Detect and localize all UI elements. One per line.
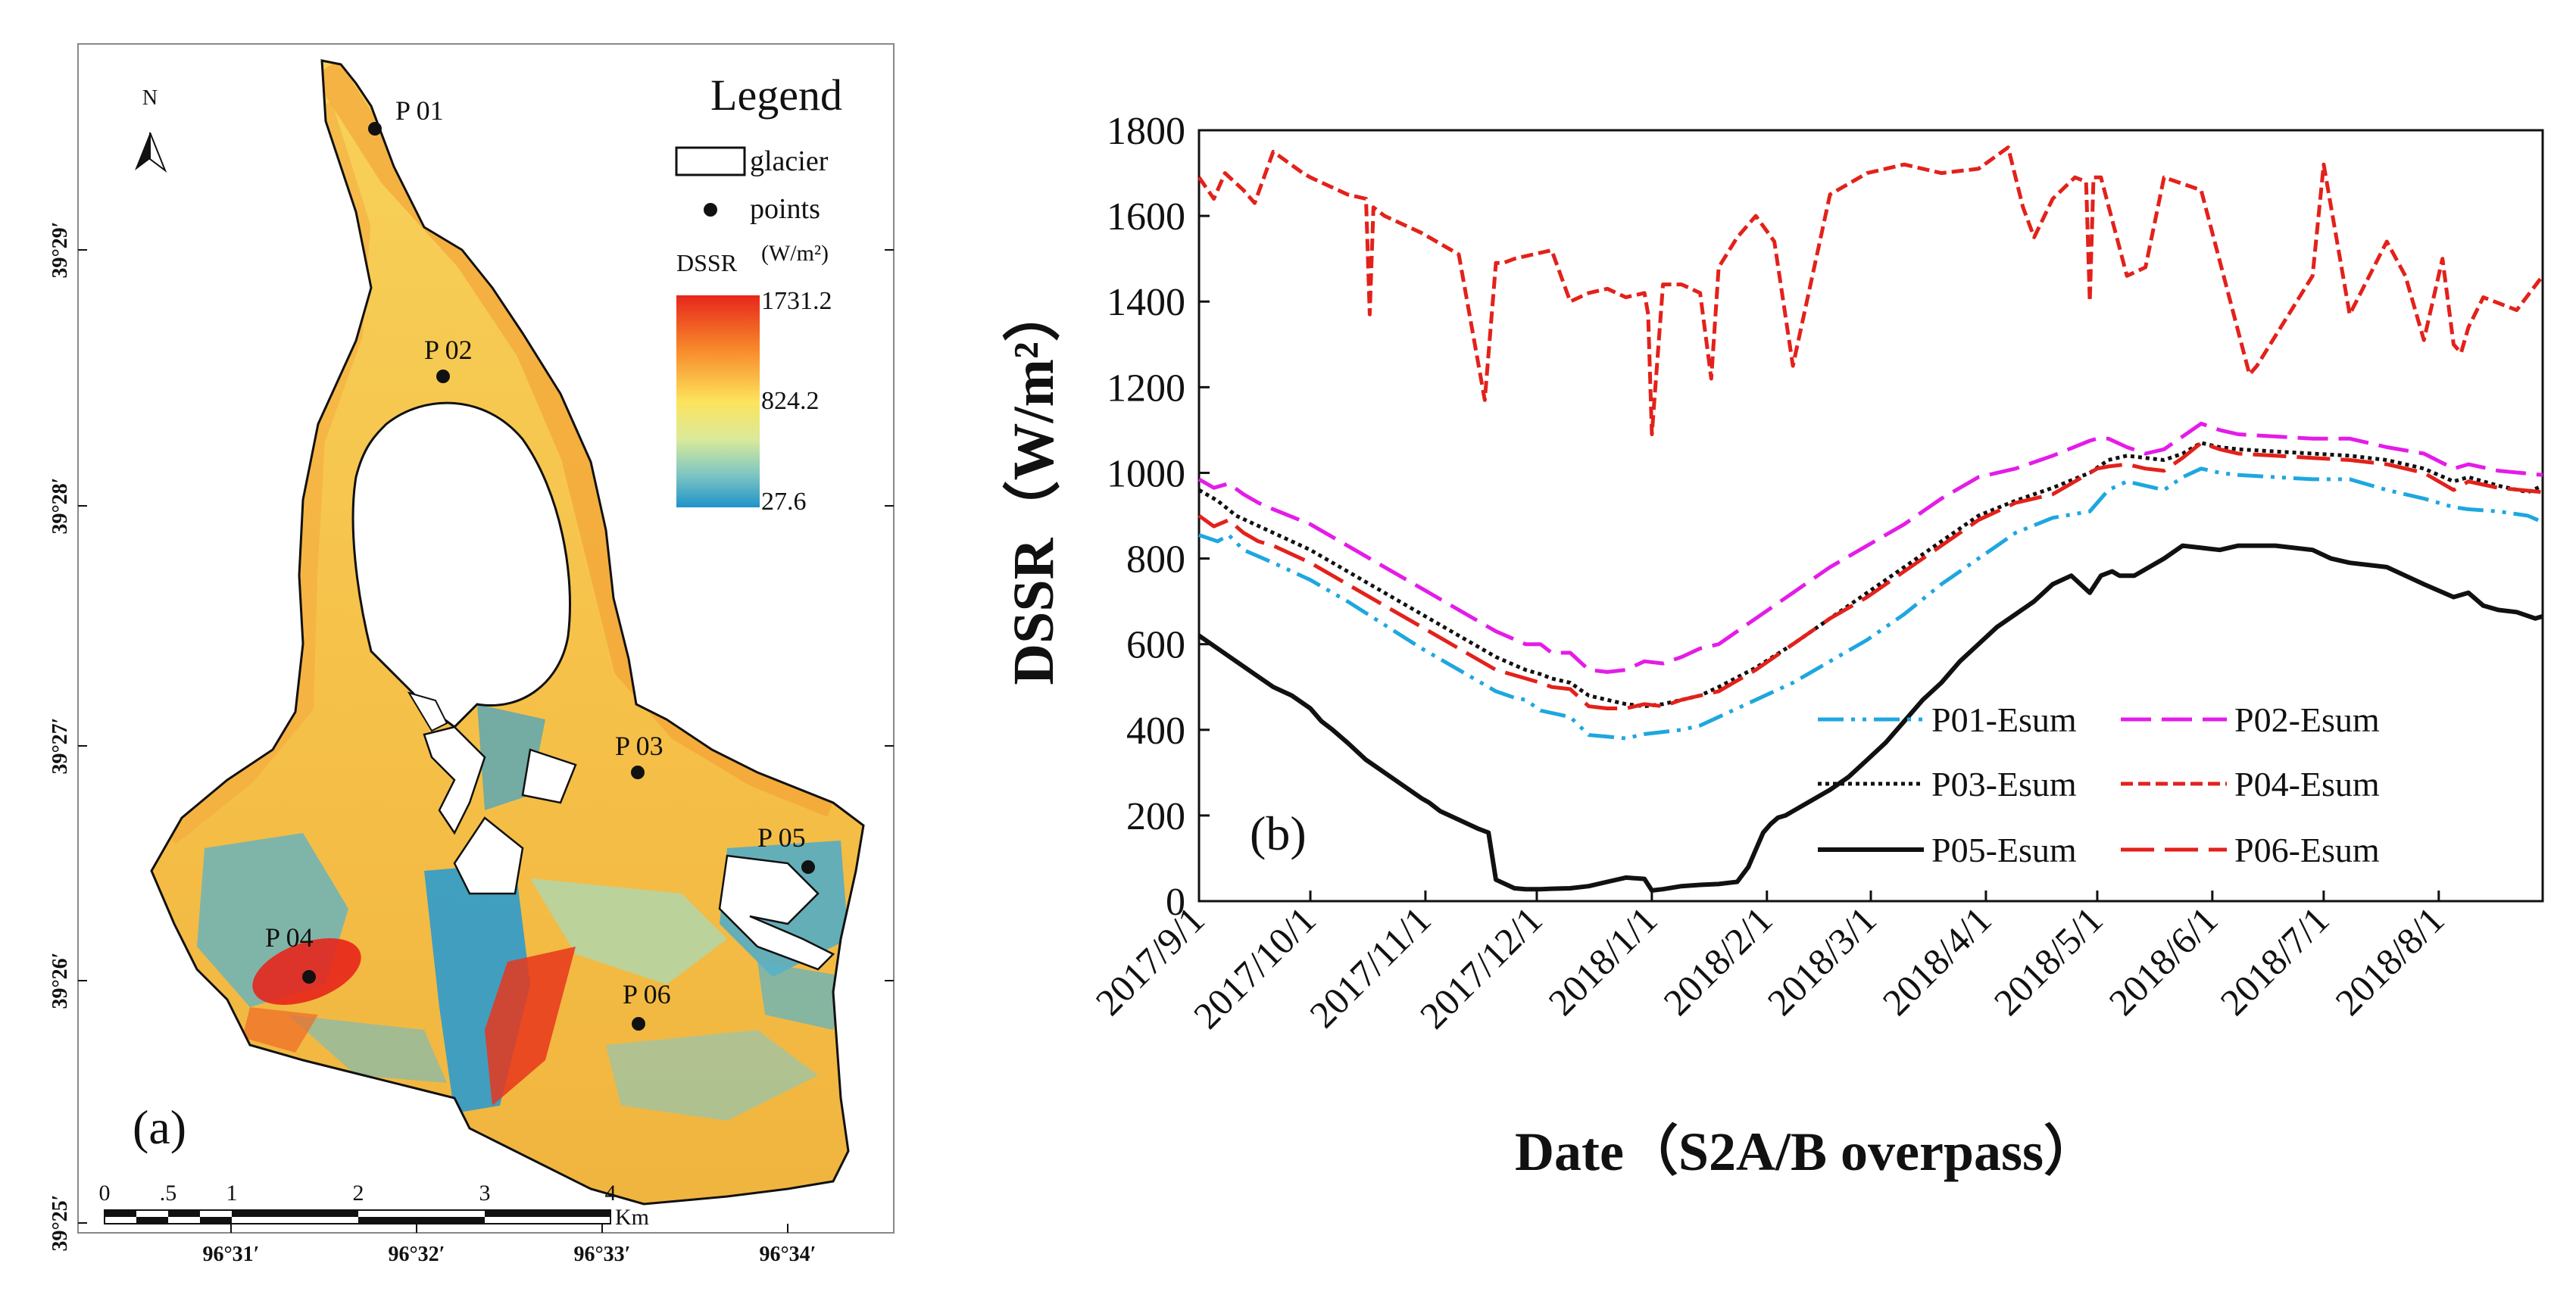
lon-tick-4: 96°34′ — [759, 1243, 816, 1266]
legend-unit-label: (W/m²) — [761, 241, 829, 266]
legend-mid-value: 824.2 — [761, 387, 820, 415]
y-tick-label-200: 200 — [1126, 795, 1185, 838]
glacier-hole-6 — [407, 691, 448, 732]
scale-label-3: 3 — [479, 1181, 491, 1206]
point-p04-label: P 04 — [265, 922, 314, 953]
map-panel: N P 01 P 02 P 03 P 04 P 05 P 06 Legend g… — [0, 0, 947, 1300]
y-tick-label-1000: 1000 — [1107, 452, 1185, 495]
map-legend: Legend glacier points DSSR (W/m²) 1731.2… — [675, 70, 842, 516]
legend-label-P06-Esum: P06-Esum — [2234, 831, 2380, 869]
y-tick-label-400: 400 — [1126, 710, 1185, 753]
glacier-interior-hole — [351, 401, 571, 728]
y-axis-title: DSSR（W/m²） — [1002, 284, 1066, 685]
scale-bar: 0 .5 1 2 3 4 Km — [99, 1181, 650, 1230]
lon-tick-3: 96°33′ — [573, 1243, 630, 1266]
y-tick-label-1200: 1200 — [1107, 367, 1185, 410]
point-p03-label: P 03 — [615, 731, 664, 761]
lat-tick-2: 39°28′ — [48, 477, 72, 534]
x-axis-title: Date（S2A/B overpass） — [1515, 1122, 2098, 1182]
lat-tick-5: 39°25′ — [48, 1194, 72, 1251]
north-arrow: N — [135, 86, 167, 173]
point-p01-marker — [368, 122, 382, 136]
map-frame — [77, 43, 895, 1234]
series-layer — [1197, 145, 2544, 893]
y-tick-label-1600: 1600 — [1107, 195, 1185, 239]
point-p02-label: P 02 — [424, 335, 473, 365]
legend-label-P02-Esum: P02-Esum — [2234, 700, 2380, 739]
legend-label-P04-Esum: P04-Esum — [2234, 765, 2380, 803]
x-tick-label-2017/10/1: 2017/10/1 — [1185, 898, 1324, 1037]
point-p03-marker — [631, 766, 645, 779]
scale-label-1: 1 — [226, 1181, 238, 1206]
point-p06-marker — [632, 1017, 645, 1031]
lon-tick-2: 96°32′ — [388, 1243, 445, 1266]
legend-color-ramp — [676, 295, 760, 507]
point-p01-label: P 01 — [395, 95, 444, 126]
x-tick-label-2018/5/1: 2018/5/1 — [1985, 898, 2110, 1023]
series-line-P06-Esum — [1197, 441, 2543, 710]
point-p05-marker — [801, 860, 815, 874]
point-p05-label: P 05 — [757, 822, 806, 853]
scale-label-2: 2 — [353, 1181, 364, 1206]
y-tick-label-800: 800 — [1126, 538, 1185, 582]
y-tick-label-1400: 1400 — [1107, 281, 1185, 324]
x-tick-label-2018/6/1: 2018/6/1 — [2100, 898, 2225, 1023]
dssr-line-chart: 0 200 400 600 800 1000 1200 1400 1600 1800 2017/9… — [1002, 110, 2544, 1182]
chart-panel: 0 200 400 600 800 1000 1200 1400 1600 1800 2017/9… — [947, 0, 2576, 1300]
series-line-P04-Esum — [1197, 145, 2544, 436]
x-tick-label-2018/4/1: 2018/4/1 — [1874, 898, 1999, 1023]
legend-points-label: points — [750, 193, 820, 225]
point-p02-marker — [436, 370, 450, 383]
x-tick-label-2018/8/1: 2018/8/1 — [2327, 898, 2452, 1023]
glacier-hole-3 — [453, 816, 524, 895]
scale-label-0.5: .5 — [160, 1181, 177, 1206]
x-tick-label-2018/1/1: 2018/1/1 — [1540, 898, 1665, 1023]
lat-tick-1: 39°29′ — [48, 221, 72, 278]
x-tick-label-2017/11/1: 2017/11/1 — [1301, 898, 1439, 1036]
map-panel-label: (a) — [133, 1100, 186, 1154]
y-tick-label-600: 600 — [1126, 624, 1185, 667]
glacier-hole-2 — [423, 725, 486, 835]
glacier-dssr-map: N P 01 P 02 P 03 P 04 P 05 P 06 Legend g… — [48, 43, 895, 1266]
y-tick-label-0: 0 — [1166, 881, 1185, 924]
x-tick-label-2018/3/1: 2018/3/1 — [1759, 898, 1884, 1023]
north-label: N — [142, 86, 158, 110]
legend-label-P01-Esum: P01-Esum — [1931, 700, 2077, 739]
longitude-ticks: 96°31′ 96°32′ 96°33′ 96°34′ — [202, 1224, 817, 1266]
lat-tick-4: 39°26′ — [48, 952, 72, 1009]
glacier-hole-5 — [718, 854, 835, 971]
legend-points-marker — [704, 203, 717, 217]
series-line-P01-Esum — [1198, 466, 2543, 741]
chart-panel-label: (b) — [1250, 806, 1307, 860]
x-axis-ticks: 2017/9/12017/10/12017/11/12017/12/12018/… — [1087, 891, 2453, 1037]
series-line-P02-Esum — [1197, 421, 2543, 674]
glacier-hole-4 — [521, 748, 577, 804]
series-line-P05-Esum — [1197, 543, 2543, 893]
legend-min-value: 27.6 — [761, 488, 807, 516]
lon-tick-1: 96°31′ — [202, 1243, 259, 1266]
chart-legend: P01-Esum P02-Esum P03-Esum P04-Esum P05-Esum… — [1818, 700, 2380, 869]
legend-glacier-swatch — [675, 146, 746, 176]
point-p06-label: P 06 — [623, 979, 671, 1009]
legend-title: Legend — [710, 70, 842, 120]
legend-label-P05-Esum: P05-Esum — [1931, 831, 2077, 869]
y-axis-ticks: 0 200 400 600 800 1000 1200 1400 1600 1800 — [1107, 110, 1210, 924]
y-tick-label-1800: 1800 — [1107, 110, 1185, 153]
x-tick-label-2017/12/1: 2017/12/1 — [1412, 898, 1550, 1037]
point-p04-marker — [302, 970, 316, 984]
scale-label-4: 4 — [605, 1181, 617, 1206]
legend-glacier-label: glacier — [750, 145, 829, 177]
scale-unit: Km — [615, 1205, 649, 1230]
x-tick-label-2018/7/1: 2018/7/1 — [2212, 898, 2337, 1023]
x-tick-label-2018/2/1: 2018/2/1 — [1655, 898, 1780, 1023]
sample-points: P 01 P 02 P 03 P 04 P 05 P 06 — [265, 95, 815, 1031]
lat-tick-3: 39°27′ — [48, 717, 72, 774]
legend-label-P03-Esum: P03-Esum — [1931, 765, 2077, 803]
legend-max-value: 1731.2 — [761, 287, 832, 315]
scale-label-0: 0 — [99, 1181, 111, 1206]
legend-dssr-label: DSSR — [676, 249, 738, 276]
latitude-ticks: 39°29′ 39°28′ 39°27′ 39°26′ 39°25′ — [48, 221, 894, 1252]
